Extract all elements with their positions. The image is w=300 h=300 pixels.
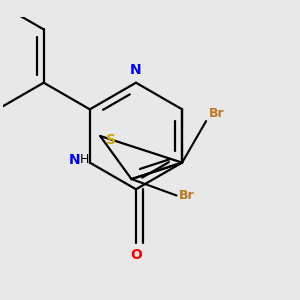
Text: Br: Br — [209, 107, 224, 120]
Text: S: S — [106, 133, 116, 147]
Text: Br: Br — [179, 189, 195, 202]
Text: O: O — [130, 248, 142, 262]
Text: H: H — [80, 153, 89, 166]
Text: N: N — [68, 153, 80, 167]
Text: N: N — [130, 63, 142, 77]
